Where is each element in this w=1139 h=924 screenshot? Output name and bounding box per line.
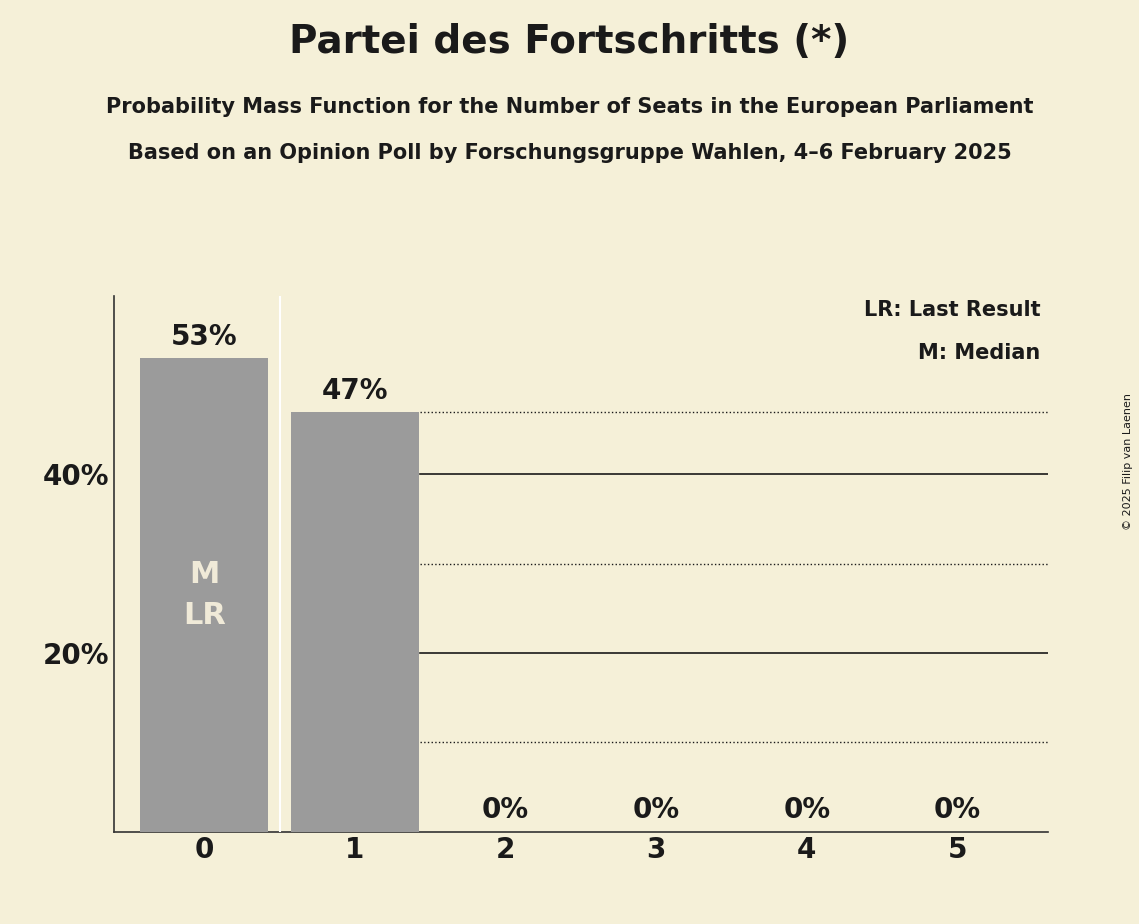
- Text: 0%: 0%: [934, 796, 981, 824]
- Text: 47%: 47%: [321, 377, 388, 405]
- Text: Based on an Opinion Poll by Forschungsgruppe Wahlen, 4–6 February 2025: Based on an Opinion Poll by Forschungsgr…: [128, 143, 1011, 164]
- Text: 0%: 0%: [482, 796, 530, 824]
- Text: 0%: 0%: [784, 796, 830, 824]
- Bar: [140, 359, 269, 832]
- Text: 53%: 53%: [171, 323, 238, 351]
- Text: LR: Last Result: LR: Last Result: [863, 300, 1040, 320]
- Text: Partei des Fortschritts (*): Partei des Fortschritts (*): [289, 23, 850, 61]
- Text: © 2025 Filip van Laenen: © 2025 Filip van Laenen: [1123, 394, 1133, 530]
- Text: M
LR: M LR: [183, 560, 226, 629]
- Text: M: Median: M: Median: [918, 343, 1040, 363]
- Text: Probability Mass Function for the Number of Seats in the European Parliament: Probability Mass Function for the Number…: [106, 97, 1033, 117]
- Bar: [290, 412, 419, 832]
- Text: 0%: 0%: [632, 796, 680, 824]
